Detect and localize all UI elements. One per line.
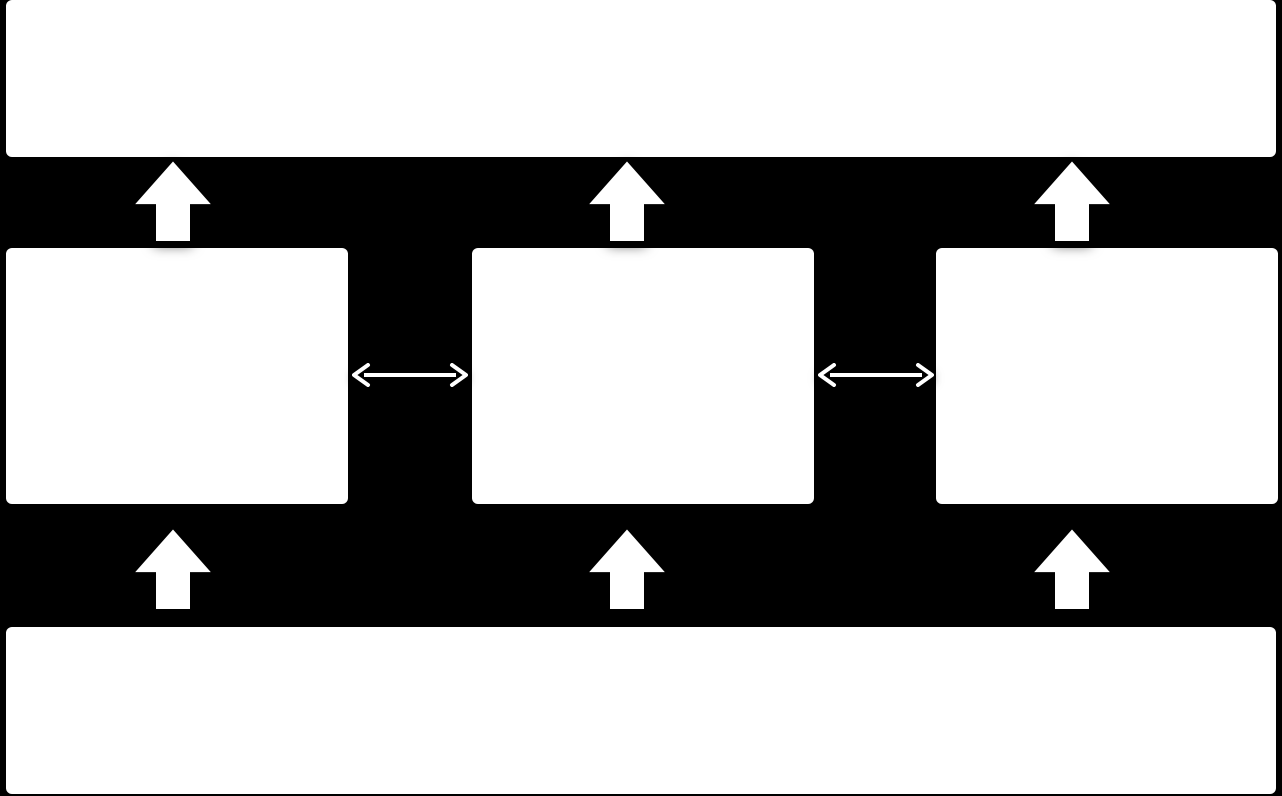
up-arrow-icon [133,160,213,242]
up-arrow-icon [587,160,667,242]
node-bottom-bar [6,627,1276,794]
node-mid-left [6,248,348,504]
up-arrow-icon [587,528,667,610]
up-arrow-icon [133,528,213,610]
node-mid-center [472,248,814,504]
bidirectional-arrow-icon [352,360,468,390]
up-arrow-icon [1032,160,1112,242]
node-mid-right [936,248,1278,504]
node-top-bar [6,0,1276,157]
bidirectional-arrow-icon [818,360,934,390]
up-arrow-icon [1032,528,1112,610]
